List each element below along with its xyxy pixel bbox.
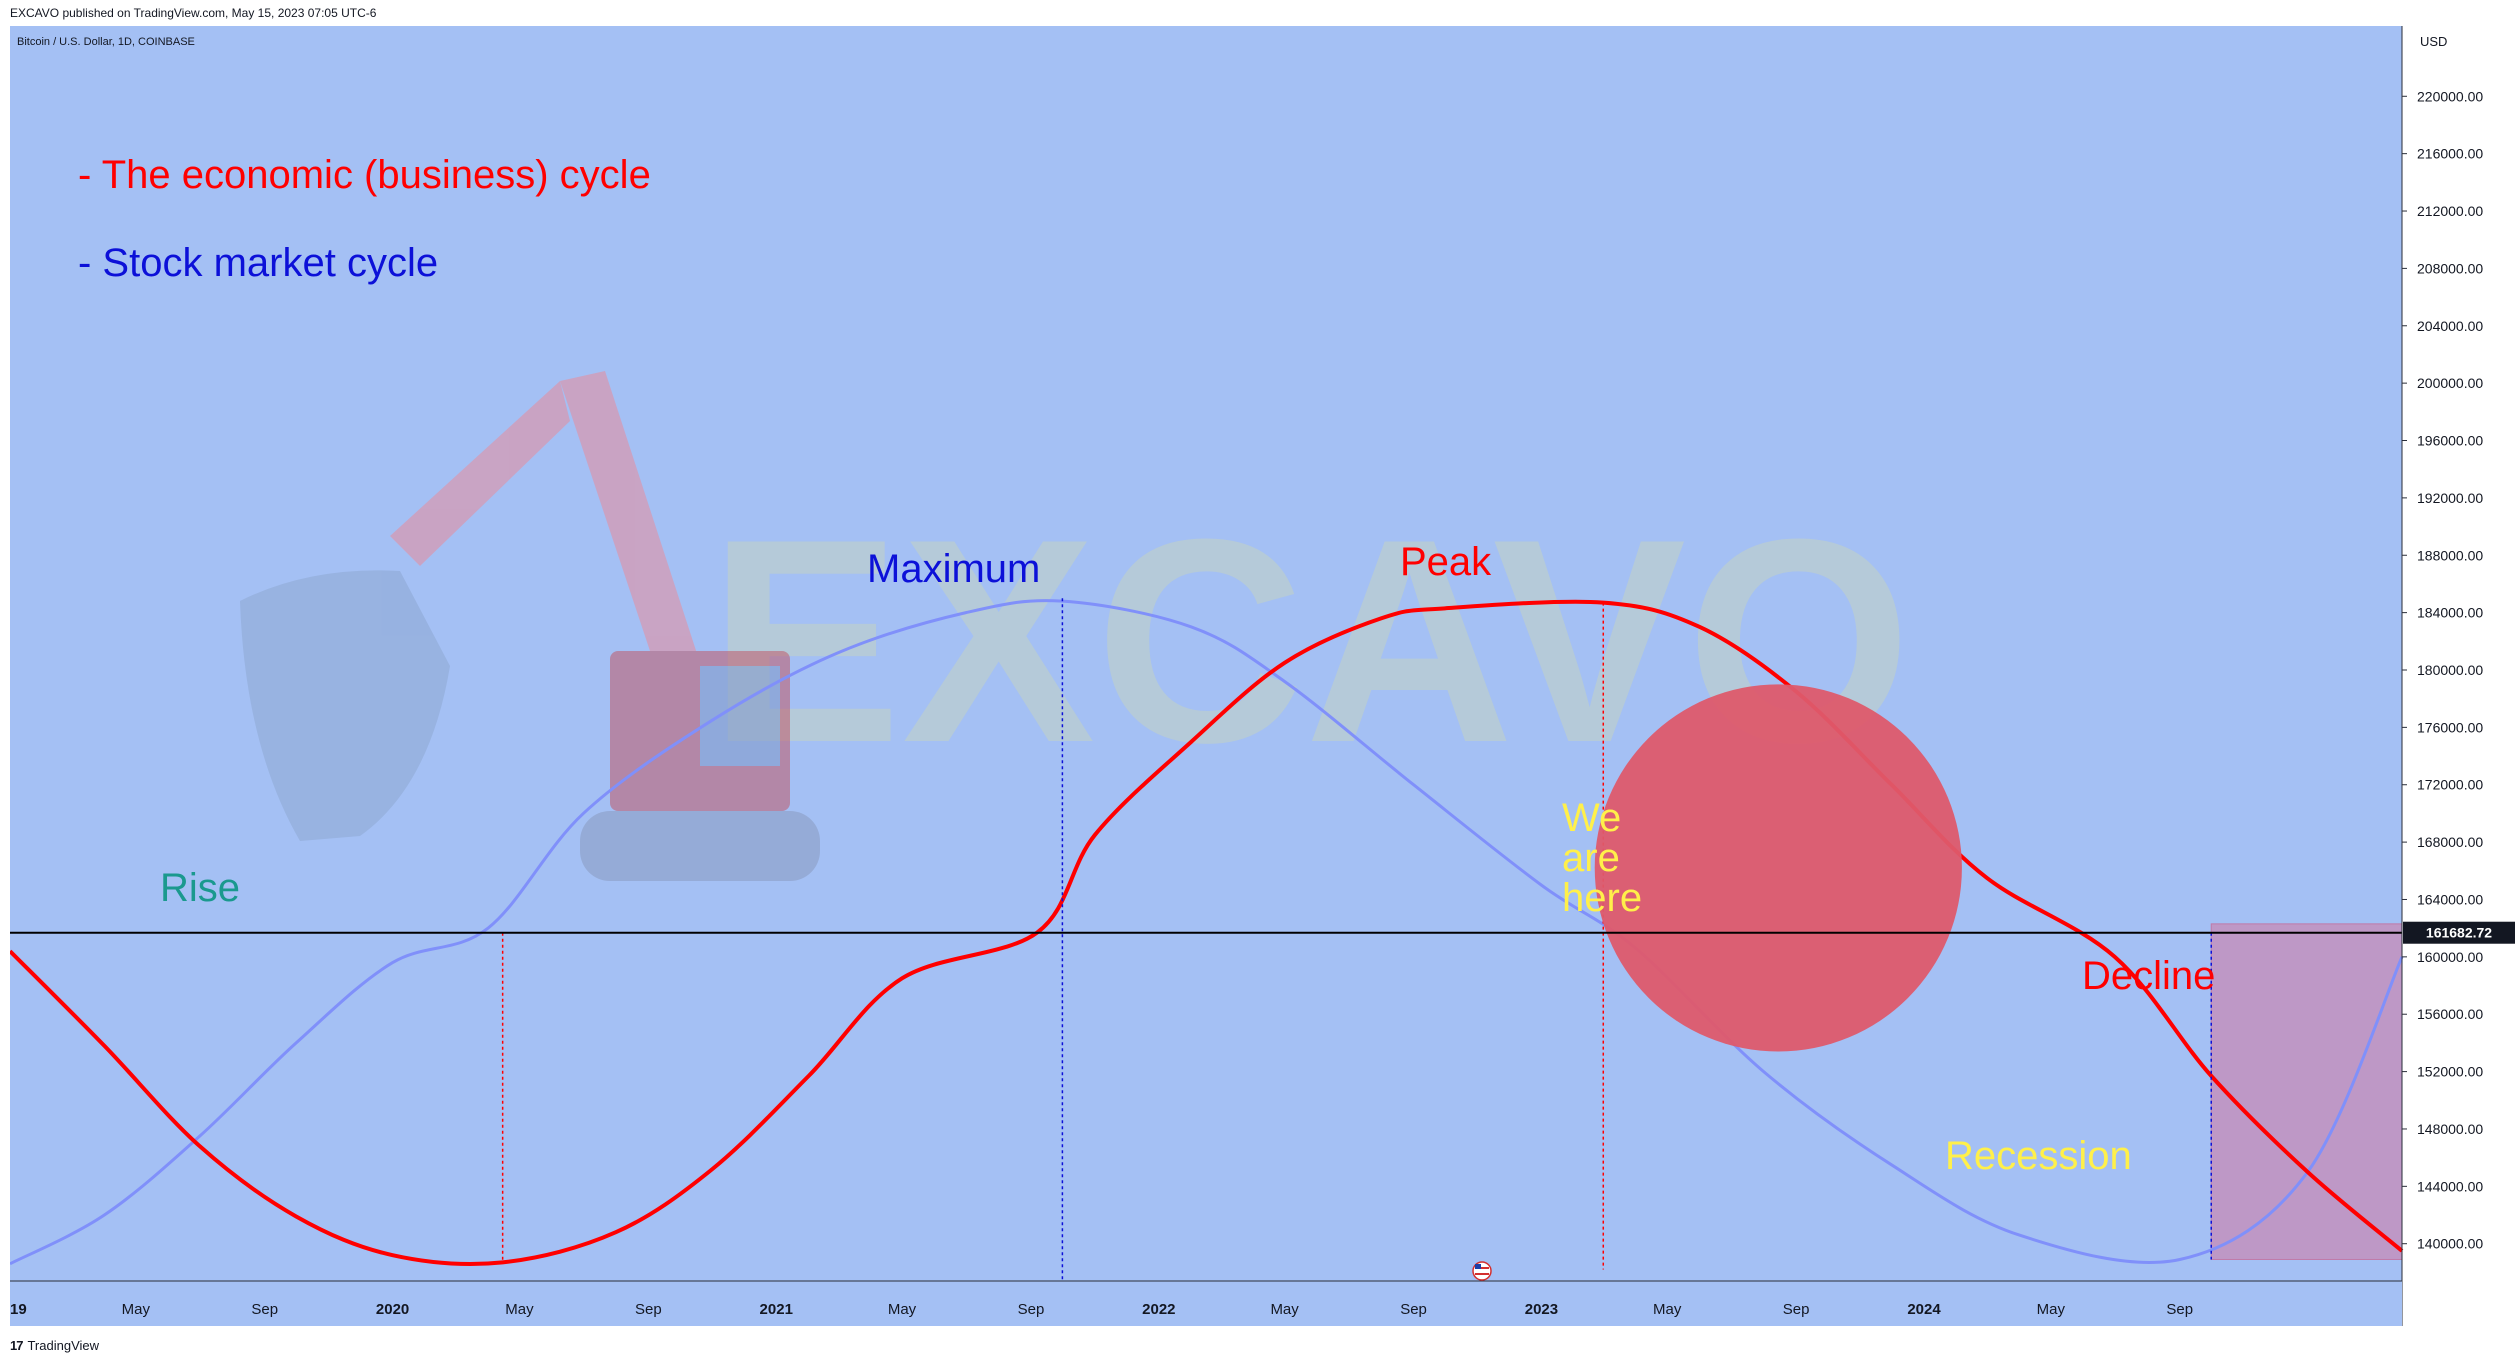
chart-frame[interactable]: EXCAVO - The economic (business) cycle -…: [10, 26, 2515, 1326]
y-tick-label: 180000.00: [2417, 662, 2483, 678]
x-tick-label: 2022: [1142, 1301, 1175, 1318]
x-tick-label: Sep: [1018, 1301, 1045, 1318]
x-tick-label: May: [888, 1301, 917, 1318]
y-tick-label: 188000.00: [2417, 547, 2483, 563]
label-rise: Rise: [160, 866, 240, 910]
x-tick-label: May: [1653, 1301, 1682, 1318]
y-tick-label: 148000.00: [2417, 1121, 2483, 1137]
symbol-info: Bitcoin / U.S. Dollar, 1D, COINBASE: [17, 36, 195, 48]
y-tick-label: 172000.00: [2417, 777, 2483, 793]
x-tick-label: May: [505, 1301, 534, 1318]
recession-layer: [2210, 923, 2403, 1260]
last-price-layer: 161682.72: [2403, 921, 2515, 944]
tradingview-footer[interactable]: 17 TradingView: [10, 1335, 99, 1355]
tradingview-brand: TradingView: [27, 1337, 100, 1353]
x-axis[interactable]: 2019 May Sep 2020 May Sep 2021 May Sep 2022 May Sep…: [10, 1280, 2402, 1326]
label-decline: Decline: [2082, 954, 2215, 998]
y-tick-label: 212000.00: [2417, 203, 2483, 219]
x-tick-label: Sep: [635, 1301, 662, 1318]
label-are: are: [1562, 836, 1620, 880]
legend-economic-cycle: - The economic (business) cycle: [78, 153, 651, 197]
label-recession: Recession: [1945, 1134, 2132, 1178]
y-tick-label: 176000.00: [2417, 719, 2483, 735]
x-tick-label: 2024: [1907, 1301, 1941, 1318]
x-tick-label: Sep: [1783, 1301, 1810, 1318]
y-tick-label: 192000.00: [2417, 490, 2483, 506]
x-tick-label: 2021: [760, 1301, 793, 1318]
tradingview-logo-icon: 17: [10, 1337, 24, 1353]
excavator-illustration: [240, 371, 820, 881]
x-tick-label: May: [1270, 1301, 1299, 1318]
y-tick-label: 168000.00: [2417, 834, 2483, 850]
y-axis-currency: USD: [2420, 34, 2447, 49]
x-tick-label: May: [2037, 1301, 2066, 1318]
x-tick-label: May: [122, 1301, 151, 1318]
label-peak: Peak: [1400, 540, 1492, 584]
markers-layer: [501, 598, 2212, 1281]
circle-layer: [1594, 684, 1962, 1052]
publication-line: EXCAVO published on TradingView.com, May…: [10, 6, 377, 20]
watermark-layer: EXCAVO: [240, 371, 1912, 881]
y-tick-label: 216000.00: [2417, 146, 2483, 162]
x-tick-label: Sep: [251, 1301, 278, 1318]
x-tick-label: Sep: [1400, 1301, 1427, 1318]
y-tick-label: 164000.00: [2417, 891, 2483, 907]
chart-svg[interactable]: EXCAVO - The economic (business) cycle -…: [10, 26, 2515, 1326]
x-tick-label: Sep: [2166, 1301, 2193, 1318]
x-tick-label: 2023: [1525, 1301, 1558, 1318]
series-line-stock-market-cycle: [10, 599, 2404, 1266]
y-tick-label: 208000.00: [2417, 260, 2483, 276]
x-tick-label: 2019: [10, 1301, 27, 1318]
y-tick-label: 204000.00: [2417, 318, 2483, 334]
label-maximum: Maximum: [867, 547, 1040, 591]
legend-stock-market-cycle: - Stock market cycle: [78, 241, 438, 285]
y-tick-label: 160000.00: [2417, 949, 2483, 965]
last-price-badge: [2403, 921, 2515, 944]
series-line-economic-cycle: [10, 599, 2404, 1266]
y-tick-label: 144000.00: [2417, 1178, 2483, 1194]
y-axis[interactable]: USD 220000.00 216000.00 212000.00 208000.00…: [2401, 26, 2483, 1326]
label-here: here: [1562, 876, 1642, 920]
recession-box: [2210, 923, 2403, 1260]
y-tick-label: 220000.00: [2417, 88, 2483, 104]
y-tick-label: 152000.00: [2417, 1064, 2483, 1080]
y-tick-label: 196000.00: [2417, 433, 2483, 449]
y-tick-label: 200000.00: [2417, 375, 2483, 391]
last-price-label: 161682.72: [2426, 925, 2492, 941]
y-tick-label: 156000.00: [2417, 1006, 2483, 1022]
us-flag-event-icon[interactable]: [1472, 1261, 1492, 1281]
series-layer: [10, 599, 2404, 1266]
y-tick-label: 140000.00: [2417, 1236, 2483, 1252]
we-are-here-circle: [1594, 684, 1962, 1052]
y-tick-label: 184000.00: [2417, 605, 2483, 621]
x-tick-label: 2020: [376, 1301, 409, 1318]
label-we: We: [1562, 796, 1621, 840]
